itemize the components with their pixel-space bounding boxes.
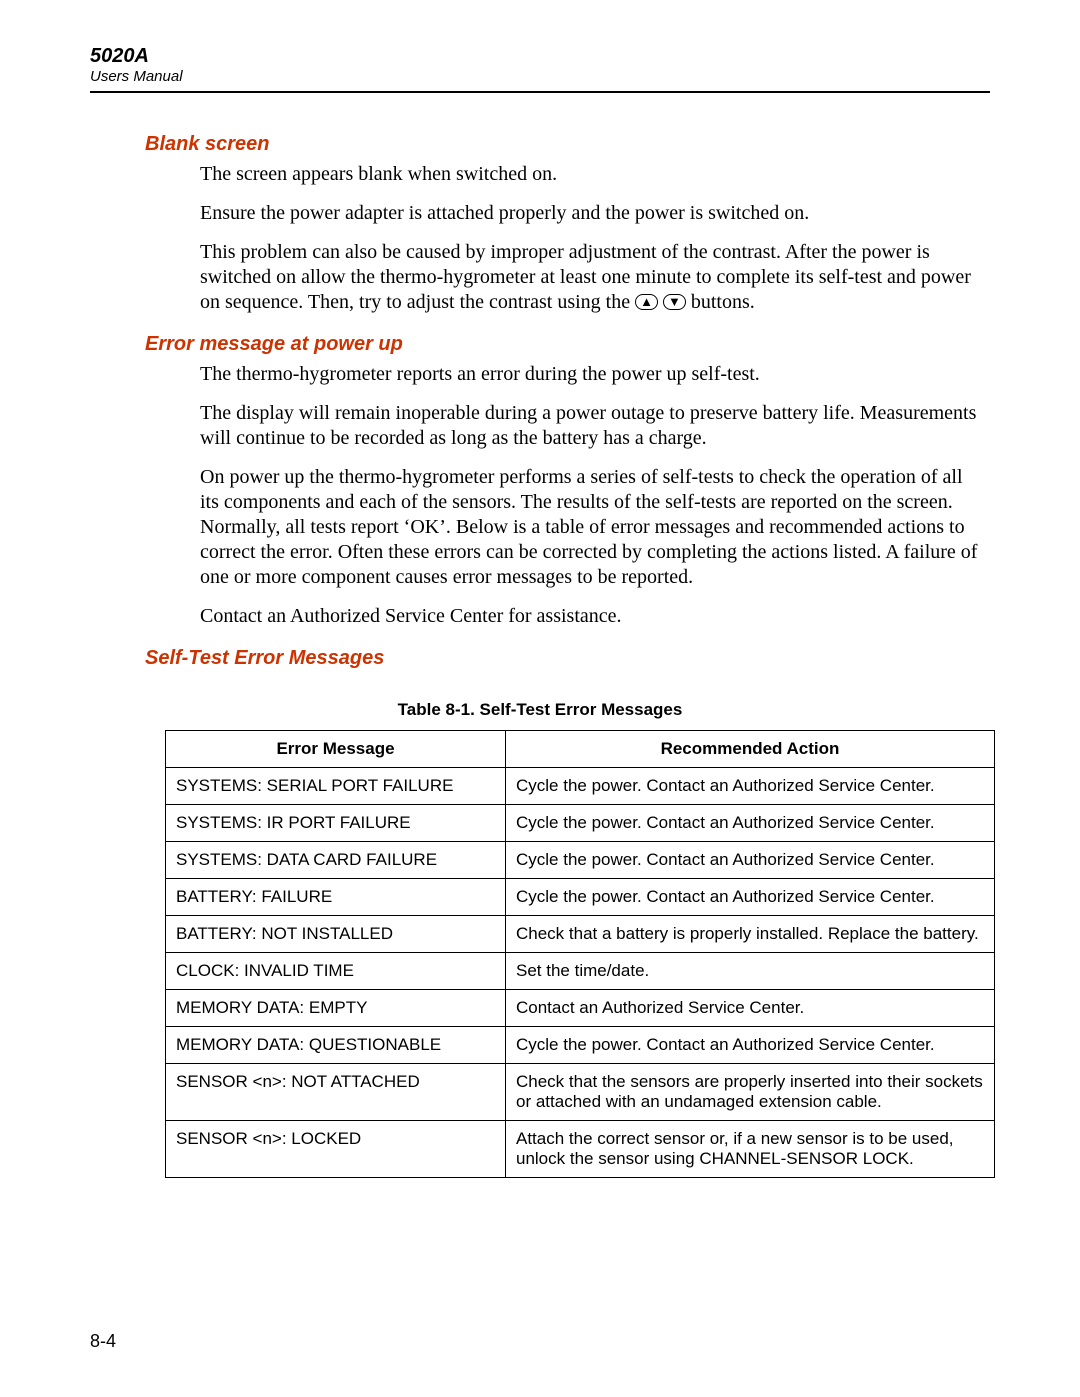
cell-error: BATTERY: NOT INSTALLED — [166, 916, 506, 953]
table-header-row: Error Message Recommended Action — [166, 731, 995, 768]
para-err-4: Contact an Authorized Service Center for… — [200, 604, 980, 629]
para-blank-2: Ensure the power adapter is attached pro… — [200, 201, 980, 226]
para-blank-3a: This problem can also be caused by impro… — [200, 241, 971, 313]
cell-action: Attach the correct sensor or, if a new s… — [506, 1121, 995, 1178]
cell-action: Cycle the power. Contact an Authorized S… — [506, 842, 995, 879]
col-header-error: Error Message — [166, 731, 506, 768]
down-arrow-icon: ▼ — [663, 294, 686, 310]
header-model: 5020A — [90, 45, 990, 68]
cell-action: Check that the sensors are properly inse… — [506, 1064, 995, 1121]
cell-error: SYSTEMS: IR PORT FAILURE — [166, 805, 506, 842]
para-err-2: The display will remain inoperable durin… — [200, 401, 980, 451]
table-row: SENSOR <n>: NOT ATTACHED Check that the … — [166, 1064, 995, 1121]
cell-action: Cycle the power. Contact an Authorized S… — [506, 805, 995, 842]
heading-blank-screen: Blank screen — [145, 133, 990, 156]
para-err-1: The thermo-hygrometer reports an error d… — [200, 362, 980, 387]
cell-action: Set the time/date. — [506, 953, 995, 990]
heading-error-powerup: Error message at power up — [145, 333, 990, 356]
cell-error: SENSOR <n>: LOCKED — [166, 1121, 506, 1178]
cell-action: Cycle the power. Contact an Authorized S… — [506, 879, 995, 916]
cell-error: MEMORY DATA: QUESTIONABLE — [166, 1027, 506, 1064]
table-caption: Table 8-1. Self-Test Error Messages — [90, 700, 990, 720]
page-header: 5020A Users Manual — [90, 45, 990, 93]
cell-action: Check that a battery is properly install… — [506, 916, 995, 953]
para-blank-1: The screen appears blank when switched o… — [200, 162, 980, 187]
cell-action: Contact an Authorized Service Center. — [506, 990, 995, 1027]
cell-error: CLOCK: INVALID TIME — [166, 953, 506, 990]
cell-error: BATTERY: FAILURE — [166, 879, 506, 916]
cell-action: Cycle the power. Contact an Authorized S… — [506, 1027, 995, 1064]
para-blank-3: This problem can also be caused by impro… — [200, 240, 980, 315]
table-row: SYSTEMS: IR PORT FAILURE Cycle the power… — [166, 805, 995, 842]
para-err-3: On power up the thermo-hygrometer perfor… — [200, 465, 980, 590]
table-row: SYSTEMS: DATA CARD FAILURE Cycle the pow… — [166, 842, 995, 879]
page-number: 8-4 — [90, 1331, 116, 1352]
table-row: CLOCK: INVALID TIME Set the time/date. — [166, 953, 995, 990]
table-row: MEMORY DATA: QUESTIONABLE Cycle the powe… — [166, 1027, 995, 1064]
header-subtitle: Users Manual — [90, 68, 990, 85]
cell-error: SYSTEMS: DATA CARD FAILURE — [166, 842, 506, 879]
cell-error: SYSTEMS: SERIAL PORT FAILURE — [166, 768, 506, 805]
up-arrow-icon: ▲ — [635, 294, 658, 310]
col-header-action: Recommended Action — [506, 731, 995, 768]
table-row: BATTERY: FAILURE Cycle the power. Contac… — [166, 879, 995, 916]
cell-error: MEMORY DATA: EMPTY — [166, 990, 506, 1027]
table-row: BATTERY: NOT INSTALLED Check that a batt… — [166, 916, 995, 953]
cell-error: SENSOR <n>: NOT ATTACHED — [166, 1064, 506, 1121]
cell-action: Cycle the power. Contact an Authorized S… — [506, 768, 995, 805]
table-row: SYSTEMS: SERIAL PORT FAILURE Cycle the p… — [166, 768, 995, 805]
heading-self-test: Self-Test Error Messages — [145, 647, 990, 670]
table-row: SENSOR <n>: LOCKED Attach the correct se… — [166, 1121, 995, 1178]
error-messages-table: Error Message Recommended Action SYSTEMS… — [165, 730, 995, 1178]
para-blank-3b: buttons. — [686, 291, 755, 313]
table-row: MEMORY DATA: EMPTY Contact an Authorized… — [166, 990, 995, 1027]
